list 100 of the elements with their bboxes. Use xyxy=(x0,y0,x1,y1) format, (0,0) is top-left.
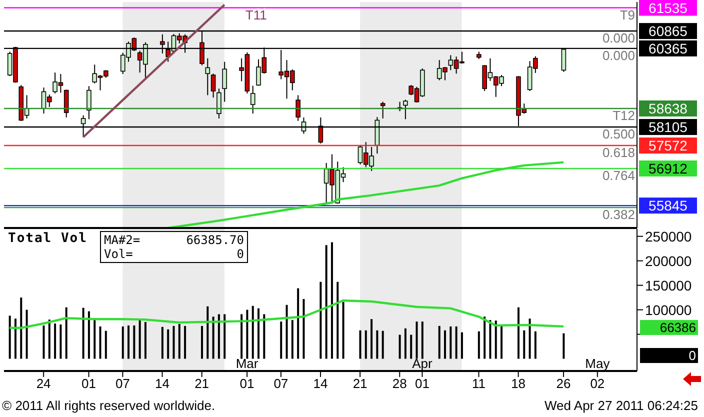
x-tick-label: 11 xyxy=(472,376,486,392)
x-tick-label: 14 xyxy=(313,376,328,392)
bar xyxy=(82,308,84,359)
ref-line-label: 58105 xyxy=(648,118,688,135)
annotation: Vol= xyxy=(104,247,134,261)
bar xyxy=(138,318,141,359)
bar xyxy=(122,326,124,359)
bar xyxy=(382,330,384,359)
bar xyxy=(460,332,463,359)
bar xyxy=(172,326,175,359)
bar xyxy=(376,330,378,359)
bar xyxy=(218,314,220,359)
x-tick-label: 21 xyxy=(352,376,368,392)
candlestick xyxy=(403,99,408,120)
bar xyxy=(297,288,300,359)
ref-line-label: 61535 xyxy=(648,0,688,16)
bar xyxy=(104,330,107,359)
bar xyxy=(212,316,214,359)
x-tick-label: 01 xyxy=(82,376,96,392)
ref-line-label: 55845 xyxy=(648,198,688,214)
annotation: 0 xyxy=(236,247,244,261)
x-tick-label: 14 xyxy=(155,376,170,392)
annotation: 0.382 xyxy=(602,207,635,222)
bar xyxy=(161,326,164,359)
text: 0 xyxy=(640,348,698,363)
ref-line-label: 57572 xyxy=(648,138,688,154)
bar xyxy=(410,334,412,359)
bar xyxy=(450,326,452,359)
candlestick xyxy=(216,88,222,119)
bar xyxy=(523,330,526,359)
candlestick xyxy=(64,89,69,118)
y-tick-label: 100000 xyxy=(645,302,692,318)
annotation: T12 xyxy=(612,108,635,124)
x-tick-label: 26 xyxy=(556,376,571,392)
bar xyxy=(478,331,480,359)
candlestick xyxy=(380,101,386,119)
bar xyxy=(184,326,186,359)
bar xyxy=(48,320,50,359)
ref-line-label: 58638 xyxy=(648,100,688,116)
bar xyxy=(494,320,497,359)
x2-tick-label: Mar xyxy=(236,356,259,371)
bar xyxy=(320,282,322,359)
bar xyxy=(65,307,68,359)
bar xyxy=(404,328,406,359)
annotation: 0.500 xyxy=(602,126,635,142)
ref-line-label: 60865 xyxy=(648,23,688,40)
bar xyxy=(517,307,520,359)
bar xyxy=(370,319,373,359)
x-tick-label: 02 xyxy=(590,376,605,392)
bar xyxy=(484,316,486,359)
text: © 2011 All rights reserved worldwide. xyxy=(2,398,216,413)
bar xyxy=(342,302,344,359)
bar xyxy=(489,320,492,359)
chart-title: Total Vol xyxy=(8,231,88,246)
bar xyxy=(54,324,56,359)
bar xyxy=(500,326,503,359)
bar xyxy=(291,320,294,359)
bar xyxy=(280,322,282,359)
candlestick xyxy=(86,86,92,120)
bar xyxy=(60,324,62,359)
candlestick xyxy=(222,61,227,102)
x-tick-label: 18 xyxy=(511,376,526,392)
y-tick-label: 250000 xyxy=(645,228,692,244)
x2-tick-label: May xyxy=(585,356,610,371)
x2-tick-label: Apr xyxy=(412,356,434,371)
bar xyxy=(438,326,440,359)
annotation: 0.000 xyxy=(602,48,635,64)
bar xyxy=(455,326,458,359)
annotation: T9 xyxy=(620,7,635,22)
bar xyxy=(246,310,248,359)
x-tick-label: 21 xyxy=(194,376,210,392)
x-tick-label: 01 xyxy=(415,376,430,392)
x-tick-label: 24 xyxy=(36,376,51,392)
x-tick-label: 01 xyxy=(240,376,254,392)
bar xyxy=(325,245,328,359)
bar xyxy=(240,314,243,359)
x-tick-label: 28 xyxy=(392,376,407,392)
candlestick xyxy=(250,85,256,114)
bar xyxy=(302,299,305,359)
annotation: MA#2= xyxy=(104,233,142,247)
bar xyxy=(534,331,536,359)
bar xyxy=(364,330,367,359)
annotation: 66385.70 xyxy=(186,233,244,247)
bar xyxy=(178,324,180,359)
bar xyxy=(99,326,102,359)
bar xyxy=(359,330,362,359)
candlestick xyxy=(296,94,300,122)
bar xyxy=(416,322,418,359)
ref-line-label: 60365 xyxy=(648,40,688,56)
annotation: 0.618 xyxy=(602,145,635,160)
candlestick xyxy=(205,58,210,96)
bar xyxy=(336,282,339,359)
bar xyxy=(206,306,209,359)
bar xyxy=(8,316,11,359)
x-tick-label: 07 xyxy=(115,376,130,392)
bar xyxy=(263,314,266,359)
y-tick-label: 200000 xyxy=(645,252,692,269)
line-series xyxy=(8,299,565,330)
bar xyxy=(14,318,16,359)
bar xyxy=(200,326,203,359)
